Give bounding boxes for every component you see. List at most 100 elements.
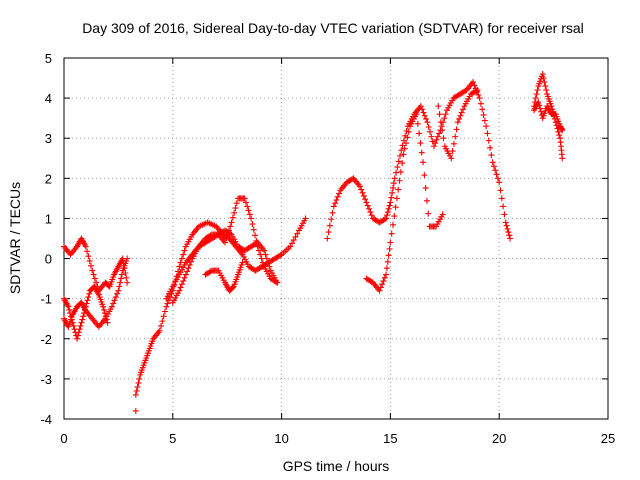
data-point — [381, 216, 388, 223]
data-point — [263, 255, 270, 262]
data-point — [227, 223, 234, 230]
data-point — [449, 148, 456, 155]
data-point — [246, 211, 253, 218]
data-point — [483, 123, 490, 130]
data-point — [559, 127, 566, 134]
data-point — [86, 290, 93, 297]
data-point — [440, 135, 447, 142]
data-point — [135, 379, 142, 386]
data-point — [257, 251, 264, 258]
data-point — [437, 119, 444, 126]
data-point — [100, 303, 107, 310]
data-point — [439, 127, 446, 134]
data-point — [424, 119, 431, 126]
series-track-d — [132, 215, 309, 398]
data-point — [493, 171, 500, 178]
data-point — [393, 195, 400, 202]
data-point — [552, 119, 559, 126]
data-point — [533, 91, 540, 98]
data-point — [442, 111, 449, 118]
data-point — [543, 87, 550, 94]
data-point — [68, 316, 75, 323]
data-point — [229, 214, 236, 221]
data-point — [124, 255, 131, 262]
data-point — [334, 193, 341, 200]
data-point — [388, 230, 395, 237]
series-track-a — [61, 235, 131, 294]
data-point — [250, 226, 257, 233]
data-point — [485, 137, 492, 144]
data-point — [453, 126, 460, 133]
data-point — [132, 407, 139, 414]
data-point — [399, 160, 406, 167]
data-point — [474, 87, 481, 94]
data-point — [136, 375, 143, 382]
data-point — [181, 247, 188, 254]
data-point — [158, 322, 165, 329]
data-point — [333, 196, 340, 203]
data-point — [274, 279, 281, 286]
data-point — [265, 259, 272, 266]
data-point — [262, 251, 269, 258]
data-point — [233, 200, 240, 207]
data-point — [239, 259, 246, 266]
data-point — [182, 271, 189, 278]
x-tick-label: 5 — [169, 431, 176, 446]
data-point — [386, 202, 393, 209]
data-point — [229, 284, 236, 291]
series-track-k — [531, 71, 566, 162]
data-point — [391, 213, 398, 220]
data-point — [101, 306, 108, 313]
data-point — [387, 199, 394, 206]
data-point — [132, 391, 139, 398]
data-point — [388, 194, 395, 201]
y-tick-label: -4 — [40, 412, 52, 427]
data-point — [358, 186, 365, 193]
data-point — [439, 211, 446, 218]
data-point — [227, 230, 234, 237]
data-point — [277, 252, 284, 259]
data-point — [427, 128, 434, 135]
data-point — [454, 119, 461, 126]
data-point — [83, 300, 90, 307]
data-point — [492, 167, 499, 174]
data-point — [456, 115, 463, 122]
data-point — [401, 145, 408, 152]
data-point — [384, 209, 391, 216]
data-point — [287, 243, 294, 250]
data-point — [535, 99, 542, 106]
data-point — [102, 313, 109, 320]
data-point — [90, 271, 97, 278]
data-point — [395, 158, 402, 165]
data-point — [403, 140, 410, 147]
data-point — [376, 287, 383, 294]
y-axis-label: SDTVAR / TECUs — [7, 182, 23, 294]
data-point — [289, 240, 296, 247]
data-point — [494, 175, 501, 182]
data-point — [326, 222, 333, 229]
data-point — [506, 232, 513, 239]
data-point — [325, 229, 332, 236]
data-point — [428, 133, 435, 140]
data-point — [124, 279, 131, 286]
data-point — [414, 120, 421, 127]
data-point — [75, 329, 82, 336]
data-point — [421, 172, 428, 179]
data-point — [420, 109, 427, 116]
data-point — [244, 203, 251, 210]
data-point — [364, 202, 371, 209]
data-point — [71, 326, 78, 333]
data-point — [76, 326, 83, 333]
data-points — [61, 71, 566, 414]
data-point — [78, 319, 85, 326]
data-point — [502, 219, 509, 226]
data-point — [84, 297, 91, 304]
data-point — [487, 144, 494, 151]
data-point — [436, 130, 443, 137]
data-point — [421, 112, 428, 119]
series-track-i — [363, 111, 446, 294]
data-point — [290, 237, 297, 244]
data-point — [366, 205, 373, 212]
data-point — [383, 215, 390, 222]
data-point — [223, 235, 230, 242]
